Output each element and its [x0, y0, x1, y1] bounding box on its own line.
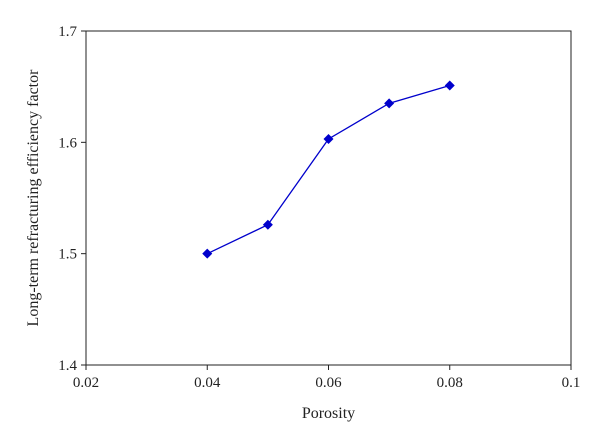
data-point-marker	[384, 98, 395, 109]
y-tick-label: 1.5	[58, 247, 77, 263]
series-line	[206, 84, 450, 255]
x-tick-label: 0.04	[194, 375, 221, 391]
x-tick-label: 0.06	[315, 375, 342, 391]
data-point-marker	[202, 248, 213, 259]
y-tick-label: 1.6	[58, 135, 77, 151]
y-axis-ticks: 1.4 1.5 1.6 1.7	[58, 24, 86, 374]
y-axis-title: Long-term refracturing efficiency factor	[25, 69, 42, 327]
y-tick-label: 1.7	[58, 24, 77, 40]
plot-area-frame	[85, 30, 572, 366]
x-axis-ticks: 0.02 0.04 0.06 0.08 0.1	[73, 365, 581, 391]
series-layer	[202, 80, 455, 259]
data-point-marker	[323, 133, 334, 144]
data-point-marker	[262, 219, 273, 230]
x-tick-label: 0.02	[73, 375, 99, 391]
x-tick-label: 0.1	[562, 375, 581, 391]
x-tick-label: 0.08	[437, 375, 463, 391]
y-tick-label: 1.4	[58, 358, 77, 374]
x-axis-title: Porosity	[302, 405, 355, 422]
data-point-marker	[444, 80, 455, 91]
